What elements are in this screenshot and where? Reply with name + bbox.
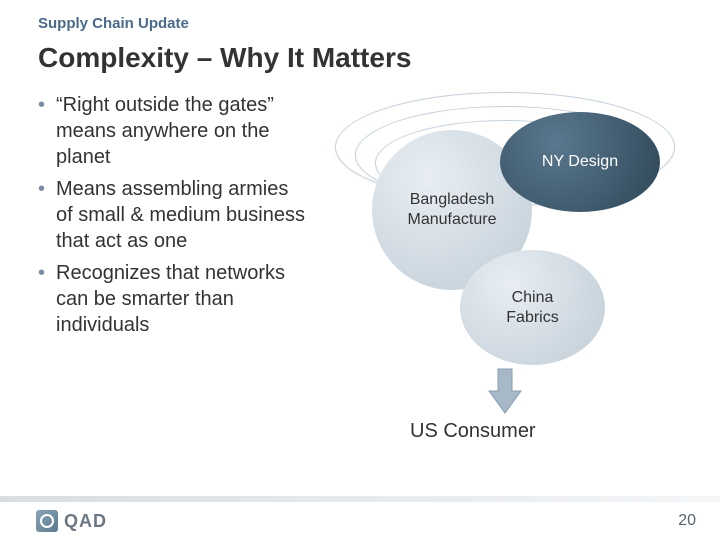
page-title: Complexity – Why It Matters — [0, 32, 720, 74]
bullet-list: “Right outside the gates” means anywhere… — [30, 92, 310, 472]
down-arrow-icon — [487, 367, 523, 415]
bullet-item: “Right outside the gates” means anywhere… — [42, 92, 310, 170]
node-china: China Fabrics — [460, 250, 605, 365]
node-label: China Fabrics — [506, 288, 558, 328]
node-label: Bangladesh Manufacture — [408, 190, 497, 230]
content-area: “Right outside the gates” means anywhere… — [0, 74, 720, 472]
logo: QAD — [36, 510, 107, 532]
footer: QAD 20 — [0, 502, 720, 540]
logo-icon — [36, 510, 58, 532]
logo-text: QAD — [64, 511, 107, 532]
section-header: Supply Chain Update — [0, 0, 720, 32]
funnel-diagram: Bangladesh Manufacture NY Design China F… — [310, 92, 700, 472]
bullet-item: Means assembling armies of small & mediu… — [42, 176, 310, 254]
node-ny-design: NY Design — [500, 112, 660, 212]
page-number: 20 — [678, 512, 696, 530]
node-label: NY Design — [542, 152, 618, 172]
output-label: US Consumer — [410, 420, 536, 443]
bullet-item: Recognizes that networks can be smarter … — [42, 260, 310, 338]
